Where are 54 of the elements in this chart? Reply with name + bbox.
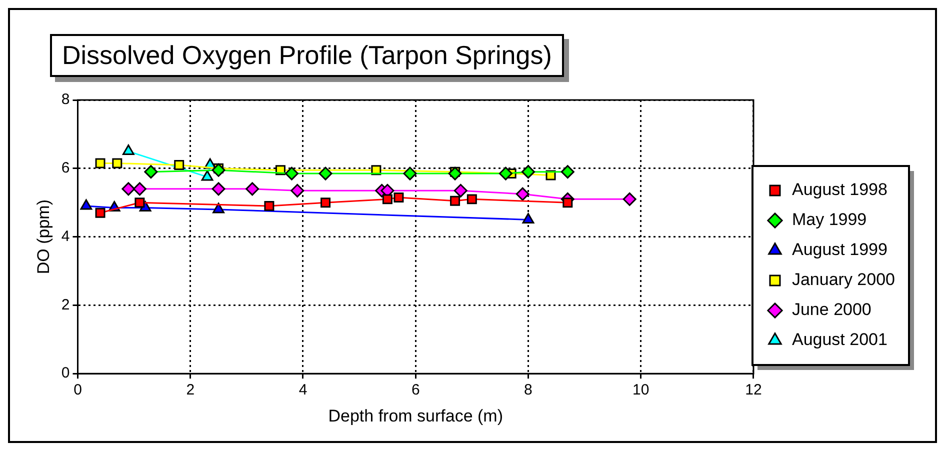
- point: [450, 196, 460, 206]
- point: [394, 192, 404, 202]
- point: [201, 170, 214, 181]
- legend-label: August 2001: [792, 330, 888, 350]
- x-tick-label: 0: [74, 382, 82, 399]
- point: [212, 202, 224, 214]
- point: [560, 165, 574, 179]
- x-tick-label: 2: [186, 382, 195, 399]
- legend-label: May 1999: [792, 210, 867, 230]
- legend-label: August 1999: [792, 240, 888, 260]
- point: [448, 166, 462, 180]
- x-tick-label: 6: [411, 382, 420, 399]
- point: [80, 199, 92, 210]
- point: [290, 184, 304, 198]
- point: [264, 201, 274, 212]
- point: [320, 198, 331, 208]
- point: [454, 184, 468, 198]
- x-tick-label: 8: [524, 382, 532, 399]
- point: [498, 166, 512, 180]
- chart-title: Dissolved Oxygen Profile (Tarpon Springs): [50, 34, 564, 77]
- point: [134, 198, 145, 208]
- point: [144, 165, 158, 179]
- point: [318, 166, 332, 180]
- x-tick-label: 10: [632, 382, 650, 399]
- point: [382, 194, 392, 204]
- point: [403, 166, 417, 180]
- x-axis-title: Depth from surface (m): [328, 406, 503, 426]
- point: [622, 192, 636, 206]
- point: [212, 182, 226, 196]
- y-tick-label: 0: [61, 364, 70, 382]
- point: [516, 187, 530, 201]
- point: [174, 160, 184, 170]
- point: [95, 158, 106, 168]
- point: [521, 165, 535, 179]
- point: [112, 158, 122, 168]
- y-tick-label: 4: [61, 228, 70, 245]
- point: [284, 166, 298, 180]
- point: [246, 182, 260, 196]
- x-tick-label: 12: [745, 382, 762, 399]
- y-tick-label: 8: [61, 91, 70, 108]
- point: [122, 182, 136, 196]
- x-tick-label: 4: [298, 382, 308, 399]
- point: [466, 194, 477, 204]
- legend-label: August 1998: [792, 180, 888, 200]
- legend-label: June 2000: [792, 300, 872, 320]
- point: [562, 198, 573, 208]
- point: [132, 182, 146, 196]
- y-tick-label: 6: [61, 160, 70, 177]
- y-axis-title: DO (ppm): [34, 199, 53, 274]
- y-tick-label: 2: [61, 296, 70, 314]
- point: [95, 208, 106, 218]
- legend-label: January 2000: [792, 270, 896, 290]
- point: [122, 144, 134, 156]
- point: [212, 163, 226, 177]
